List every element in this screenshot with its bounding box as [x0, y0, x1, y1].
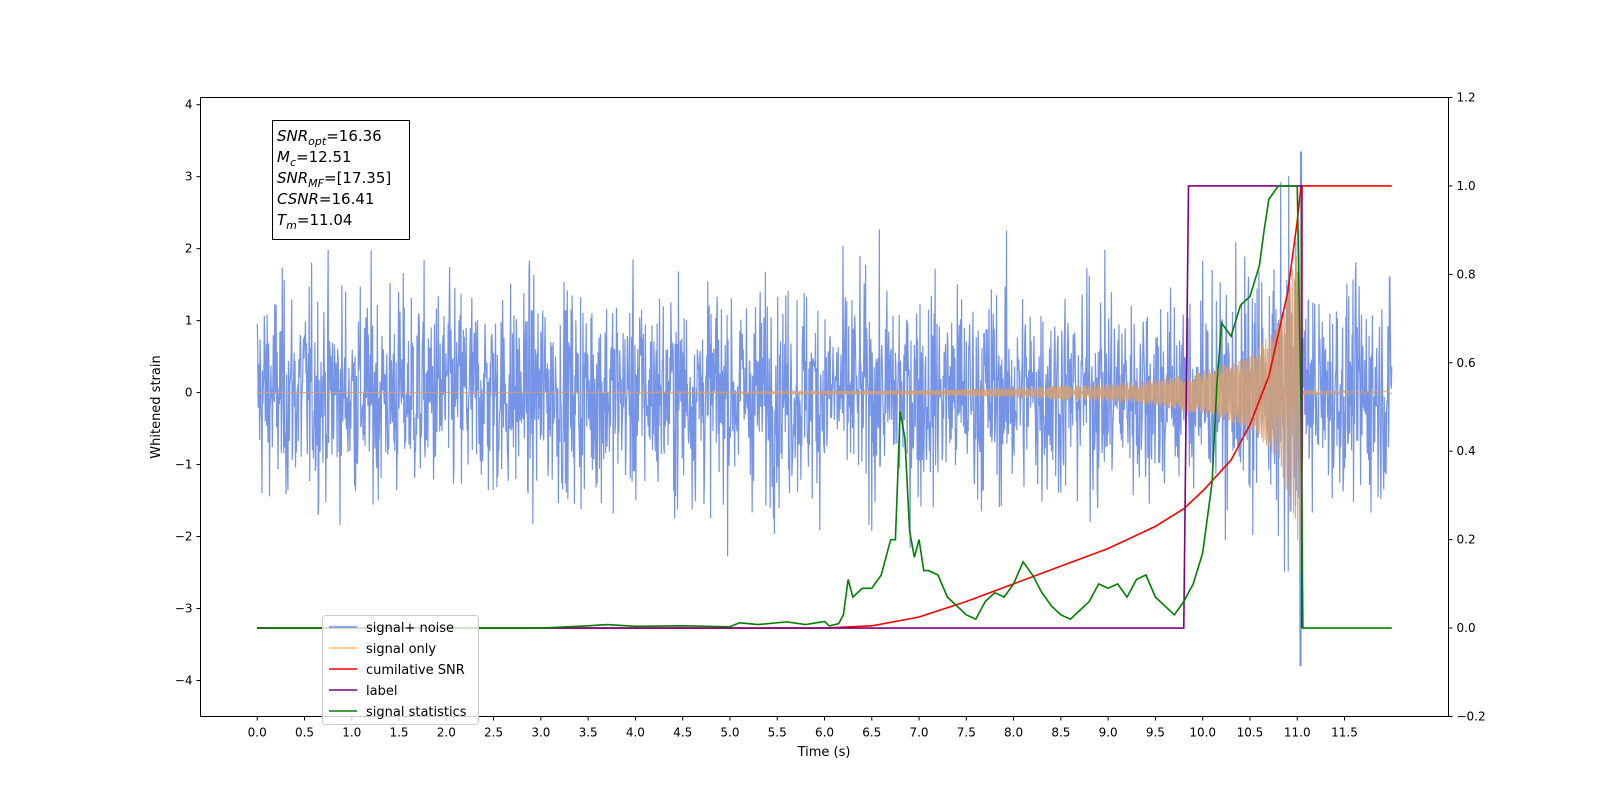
legend-label: label: [366, 684, 397, 699]
x-axis-label: Time (s): [797, 745, 851, 760]
y-axis-label: Whitened strain: [149, 355, 164, 458]
axis-ticks: 0.0 0.5 1.0 1.5 2.0 2.5 3.0 3.5 4.0 4.5 5.0 5.5 6.0 6…: [175, 91, 1486, 740]
y-right-tick-label: 0.4: [1457, 444, 1476, 458]
series-cumilative-snr-line: [257, 185, 1392, 629]
x-tick-label: 5.0: [720, 726, 739, 740]
y-left-tick-label: −2: [175, 530, 193, 544]
x-tick-label: 7.0: [909, 726, 928, 740]
y-left-tick-label: −3: [175, 602, 193, 616]
x-tick-label: 10.5: [1237, 726, 1264, 740]
y-left-tick-label: 3: [185, 170, 193, 184]
annotation-line: SNRMF=[17.35]: [277, 169, 391, 190]
annotation-line: Tm=11.04: [277, 211, 352, 232]
x-tick-label: 1.5: [389, 726, 408, 740]
x-tick-label: 3.5: [579, 726, 598, 740]
legend-label: signal statistics: [366, 705, 467, 720]
y-left-tick-label: 4: [185, 98, 193, 112]
y-right-tick-label: 0.0: [1457, 621, 1476, 635]
parameter-annotation-box: SNRopt=16.36Mc=12.51SNRMF=[17.35]CSNR=16…: [272, 120, 410, 240]
x-tick-label: 4.5: [673, 726, 692, 740]
annotation-line: SNRopt=16.36: [277, 127, 382, 148]
y-left-tick-label: −1: [175, 458, 193, 472]
x-tick-label: 9.0: [1099, 726, 1118, 740]
series-signal-only-line: [257, 198, 1392, 572]
x-tick-label: 2.0: [437, 726, 456, 740]
y-left-tick-label: 1: [185, 314, 193, 328]
annotation-line: Mc=12.51: [277, 148, 352, 169]
plot-area: [256, 151, 1393, 667]
x-tick-label: 2.5: [484, 726, 503, 740]
legend: signal+ noise signal only cumilative SNR la…: [322, 615, 479, 725]
series-label-line: [257, 185, 1303, 629]
x-tick-label: 0.0: [248, 726, 267, 740]
legend-label: signal only: [366, 642, 436, 657]
y-left-tick-label: −4: [175, 674, 193, 688]
x-tick-label: 9.5: [1146, 726, 1165, 740]
x-tick-label: 3.0: [531, 726, 550, 740]
y-left-tick-label: 2: [185, 242, 193, 256]
x-tick-label: 8.0: [1004, 726, 1023, 740]
y-right-tick-label: 0.2: [1457, 533, 1476, 547]
x-tick-label: 1.0: [342, 726, 361, 740]
y-right-tick-label: 0.6: [1457, 356, 1476, 370]
series-signal-statistics-line: [257, 185, 1392, 629]
y-right-tick-label: 1.0: [1457, 179, 1476, 193]
x-tick-label: 8.5: [1051, 726, 1070, 740]
x-tick-label: 7.5: [957, 726, 976, 740]
x-tick-label: 11.5: [1331, 726, 1358, 740]
series-signal-noise-line: [256, 151, 1393, 667]
legend-label: cumilative SNR: [366, 663, 465, 678]
x-tick-label: 6.0: [815, 726, 834, 740]
x-tick-label: 0.5: [295, 726, 314, 740]
y-right-tick-label: 1.2: [1457, 91, 1476, 105]
annotation-box-frame: [272, 120, 410, 240]
x-tick-label: 4.0: [626, 726, 645, 740]
x-tick-label: 6.5: [862, 726, 881, 740]
x-tick-label: 5.5: [768, 726, 787, 740]
legend-label: signal+ noise: [366, 621, 454, 636]
y-right-tick-label: 0.8: [1457, 267, 1476, 281]
y-left-tick-label: 0: [185, 386, 193, 400]
legend-frame: [322, 615, 479, 725]
y-right-tick-label: −0.2: [1457, 710, 1486, 724]
x-tick-label: 10.0: [1189, 726, 1216, 740]
axes-frame: [200, 97, 1449, 717]
annotation-line: CSNR=16.41: [277, 190, 374, 208]
x-tick-label: 11.0: [1284, 726, 1311, 740]
